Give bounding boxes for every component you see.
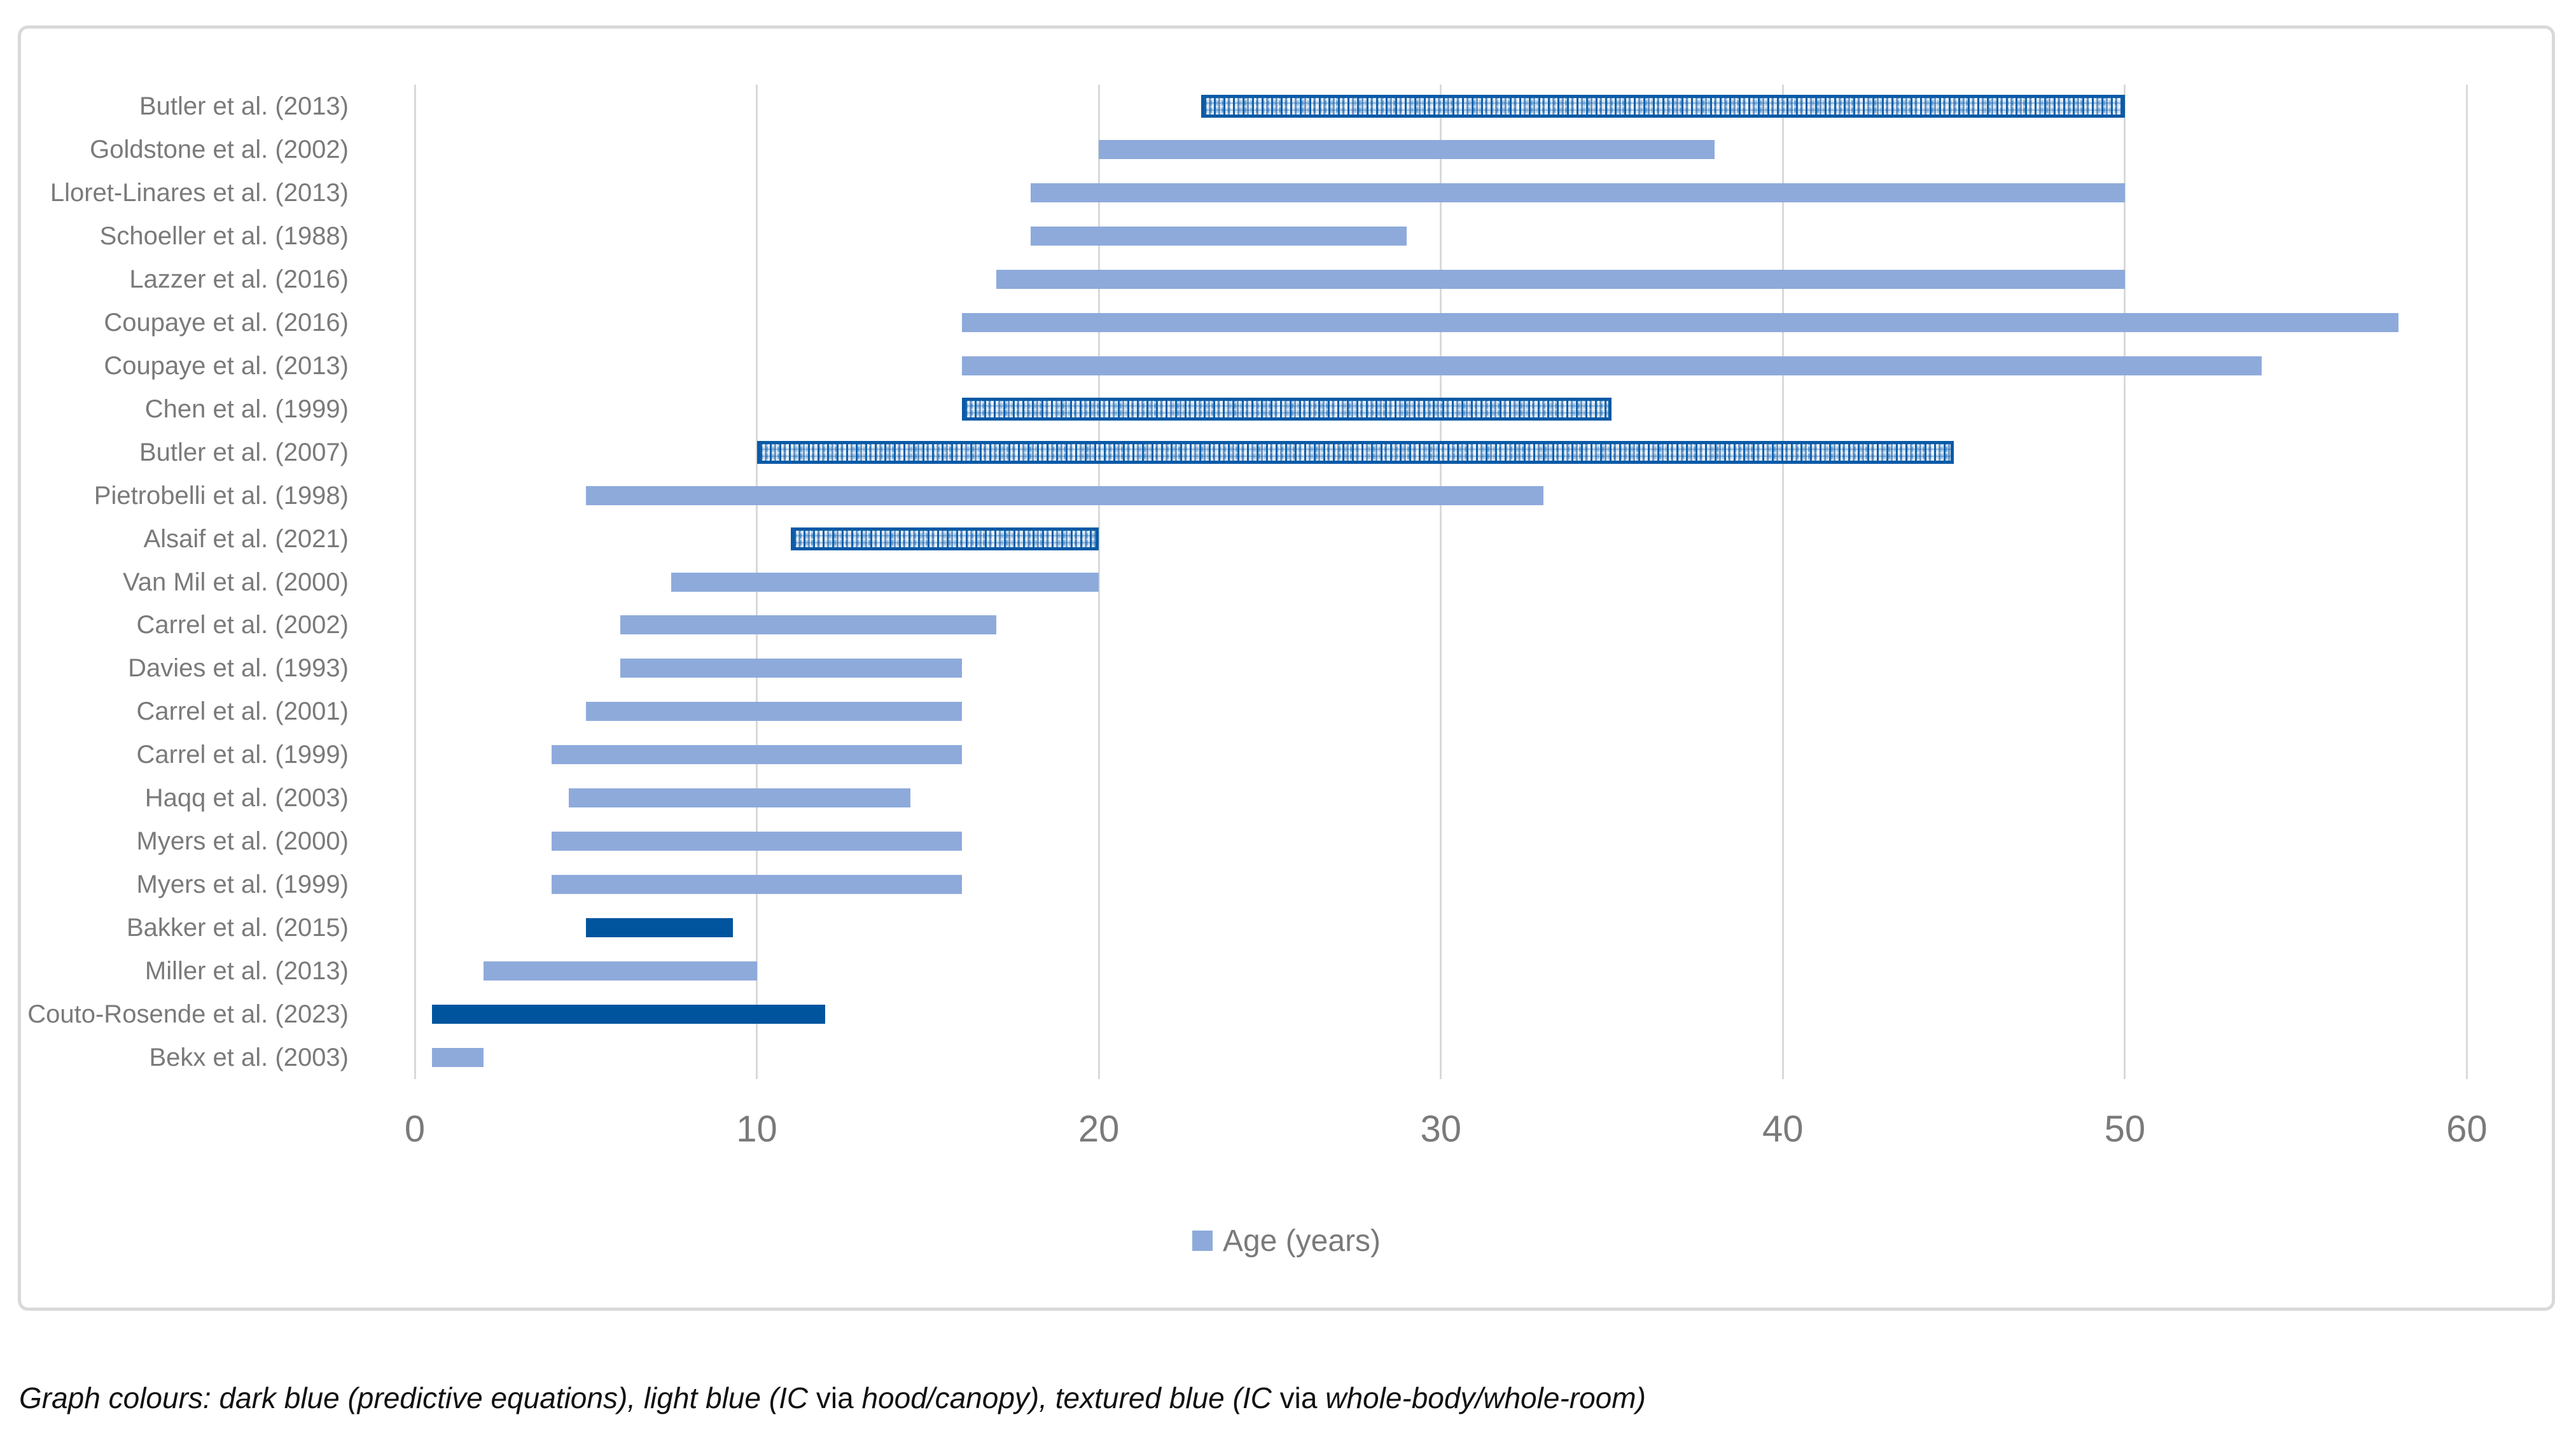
- range-bar: [996, 269, 2125, 289]
- range-bar: [552, 875, 963, 895]
- y-axis-label: Coupaye et al. (2013): [104, 351, 349, 380]
- y-axis-label: Carrel et al. (2002): [136, 611, 349, 639]
- y-axis-label: Lloret-Linares et al. (2013): [50, 178, 349, 207]
- range-bar: [791, 527, 1099, 550]
- y-axis-label: Bakker et al. (2015): [126, 914, 349, 942]
- caption-segment: whole-body/whole-room): [1317, 1381, 1646, 1414]
- y-axis-label: Goldstone et al. (2002): [90, 135, 349, 164]
- gridline: [1781, 85, 1784, 1079]
- range-bar: [552, 832, 963, 851]
- y-axis-label: Myers et al. (1999): [136, 870, 349, 899]
- y-axis-label: Bekx et al. (2003): [149, 1044, 349, 1072]
- y-axis-label: Schoeller et al. (1988): [99, 221, 349, 250]
- y-axis-label: Van Mil et al. (2000): [123, 568, 349, 596]
- range-bar: [620, 615, 996, 635]
- gridline: [1440, 85, 1442, 1079]
- range-bar: [585, 485, 1543, 505]
- range-bar: [483, 961, 757, 981]
- y-axis-label: Couto-Rosende et al. (2023): [27, 1000, 349, 1029]
- gridline: [2124, 85, 2126, 1079]
- y-axis-label: Carrel et al. (2001): [136, 697, 349, 726]
- y-axis-label: Butler et al. (2007): [139, 438, 349, 466]
- range-bar: [962, 397, 1612, 421]
- y-axis-label: Pietrobelli et al. (1998): [94, 481, 349, 510]
- x-tick-label: 20: [1078, 1108, 1120, 1150]
- legend-label: Age (years): [1222, 1224, 1381, 1258]
- range-bar: [431, 1005, 826, 1024]
- range-bar: [671, 572, 1099, 592]
- y-axis-label: Lazzer et al. (2016): [129, 265, 349, 293]
- range-bar: [585, 918, 733, 938]
- y-axis-label: Alsaif et al. (2021): [143, 524, 349, 553]
- x-tick-label: 30: [1420, 1108, 1461, 1150]
- x-tick-label: 10: [736, 1108, 777, 1150]
- range-bar: [1030, 183, 2125, 202]
- y-axis-label: Carrel et al. (1999): [136, 741, 349, 769]
- y-axis-label: Miller et al. (2013): [144, 957, 349, 986]
- range-bar: [1099, 139, 1715, 159]
- legend-swatch: [1192, 1231, 1213, 1251]
- range-bar: [620, 659, 963, 678]
- y-axis-label: Myers et al. (2000): [136, 827, 349, 856]
- gridline: [414, 85, 416, 1079]
- x-tick-label: 50: [2104, 1108, 2146, 1150]
- y-axis-label: Davies et al. (1993): [128, 654, 349, 683]
- range-bar: [585, 702, 963, 722]
- range-bar: [1201, 94, 2125, 118]
- x-tick-label: 60: [2446, 1108, 2488, 1150]
- y-axis-label: Coupaye et al. (2016): [104, 308, 349, 337]
- legend: Age (years): [18, 1220, 2555, 1261]
- range-bar: [962, 312, 2398, 332]
- y-axis-label: Haqq et al. (2003): [144, 784, 349, 813]
- range-bar: [552, 745, 963, 765]
- caption-segment: via: [816, 1381, 854, 1414]
- x-tick-label: 0: [404, 1108, 426, 1150]
- y-axis-label: Chen et al. (1999): [144, 394, 349, 423]
- caption-segment: hood/canopy), textured blue (IC: [853, 1381, 1280, 1414]
- range-bar: [431, 1048, 484, 1068]
- range-bar: [1030, 226, 1407, 246]
- range-bar: [756, 440, 1954, 464]
- range-bar: [568, 788, 911, 808]
- caption-segment: via: [1279, 1381, 1318, 1414]
- range-bar: [962, 356, 2262, 375]
- caption-segment: Graph colours: dark blue (predictive equ…: [19, 1381, 816, 1414]
- y-axis-label: Butler et al. (2013): [139, 92, 349, 120]
- gridline: [1097, 85, 1100, 1079]
- x-tick-label: 40: [1762, 1108, 1804, 1150]
- caption: Graph colours: dark blue (predictive equ…: [19, 1379, 2558, 1416]
- gridline: [2465, 85, 2468, 1079]
